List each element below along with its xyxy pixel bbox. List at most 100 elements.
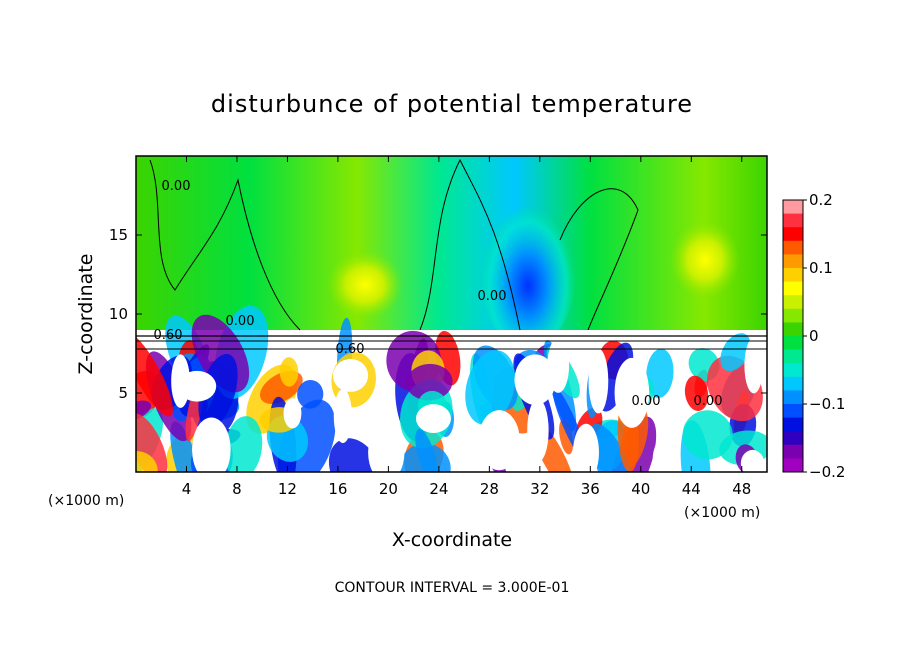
contour-label: 0.00: [478, 289, 507, 304]
colorbar-swatch: [783, 308, 803, 323]
colorbar-swatch: [783, 295, 803, 310]
negative-core: [480, 190, 576, 350]
neutral-pocket: [177, 370, 217, 402]
contour-lines: [136, 158, 767, 350]
neutral-pocket: [192, 417, 231, 472]
colorbar-swatch: [783, 376, 803, 391]
chart-title: disturbunce of potential temperature: [211, 90, 693, 118]
x-tick-label: 4: [182, 480, 192, 498]
colorbar-swatch: [783, 227, 803, 242]
colorbar-tick-label: −0.1: [809, 395, 845, 413]
colorbar: 0.2 0.1 0 −0.1 −0.2: [782, 191, 845, 481]
contour-label: 0.00: [632, 394, 661, 409]
contour-labels: 0.00 0.00 0.00 0.60 0.60 0.00 0.00: [154, 179, 723, 409]
colorbar-swatch: [783, 336, 803, 351]
heatmap-field: [136, 156, 767, 472]
neutral-pocket: [614, 357, 650, 428]
neutral-pocket: [415, 404, 451, 433]
x-unit-right: (×1000 m): [684, 505, 760, 521]
turbulent-blob: [465, 350, 516, 425]
colorbar-tick-label: 0.2: [809, 191, 833, 209]
colorbar-swatch: [783, 240, 803, 255]
y-axis: 5 10 15: [109, 226, 767, 402]
contour-label: 0.00: [226, 314, 255, 329]
x-tick-label: 44: [682, 480, 701, 498]
lower-turbulent-blobs: [136, 305, 767, 472]
x-tick-label: 32: [530, 480, 549, 498]
y-tick-label: 10: [109, 305, 128, 323]
colorbar-tick-label: −0.2: [809, 463, 845, 481]
neutral-pocket: [333, 388, 352, 444]
x-tick-label: 40: [631, 480, 650, 498]
turbulent-blob: [682, 410, 733, 460]
neutral-pocket: [332, 359, 369, 392]
positive-blob-right: [670, 220, 740, 300]
x-tick-label: 36: [581, 480, 600, 498]
contour-label: 0.60: [154, 328, 183, 343]
neutral-pocket: [514, 354, 556, 405]
neutral-pocket: [744, 337, 764, 394]
contour-label: 0.00: [162, 179, 191, 194]
contour-label: 0.60: [336, 342, 365, 357]
turbulent-blob: [297, 379, 324, 409]
colorbar-swatch: [783, 458, 803, 473]
colorbar-swatch: [783, 363, 803, 378]
colorbar-swatch: [783, 390, 803, 405]
colorbar-swatch: [783, 417, 803, 432]
colorbar-tick-label: 0: [809, 327, 819, 345]
contour-label: 0.00: [694, 394, 723, 409]
turbulent-blob: [328, 438, 381, 472]
x-tick-label: 28: [480, 480, 499, 498]
turbulent-blob: [198, 353, 238, 429]
turbulent-blob: [136, 451, 158, 472]
neutral-pocket: [740, 449, 765, 472]
turbulent-blob: [415, 429, 438, 472]
neutral-pocket: [652, 435, 680, 472]
turbulent-blob: [720, 333, 751, 372]
x-unit-left: (×1000 m): [48, 493, 124, 509]
x-tick-label: 24: [429, 480, 448, 498]
colorbar-swatch: [783, 281, 803, 296]
neutral-pocket: [368, 422, 405, 472]
colorbar-swatch: [783, 200, 803, 215]
x-tick-label: 12: [278, 480, 297, 498]
colorbar-swatch: [783, 444, 803, 459]
x-axis: 4 8 12 16 20 24 28 32 36 40 44 48: [182, 156, 751, 498]
contour-line: [419, 158, 521, 331]
neutral-pocket: [478, 410, 520, 471]
turbulent-blob: [279, 357, 299, 387]
turbulent-blob: [224, 416, 263, 472]
x-axis-label: X-coordinate: [392, 529, 512, 551]
neutral-pocket: [588, 348, 609, 414]
y-axis-label: Z-coordinate: [75, 254, 97, 375]
turbulent-blob: [170, 421, 203, 472]
contour-interval-note: CONTOUR INTERVAL = 3.000E-01: [335, 580, 570, 596]
neutral-pocket: [283, 398, 302, 429]
neutral-pocket: [547, 337, 570, 393]
turbulent-blob: [406, 363, 453, 401]
y-tick-label: 15: [109, 226, 128, 244]
colorbar-tick-label: 0.1: [809, 259, 833, 277]
colorbar-swatch: [783, 349, 803, 364]
colorbar-swatch: [783, 431, 803, 446]
y-tick-label: 5: [118, 384, 128, 402]
colorbar-swatch: [783, 268, 803, 283]
neutral-pocket: [573, 423, 600, 472]
positive-blob-left: [327, 250, 403, 320]
colorbar-swatch: [783, 322, 803, 337]
x-tick-label: 20: [379, 480, 398, 498]
neutral-pocket: [527, 398, 549, 463]
contour-line: [559, 188, 639, 331]
x-tick-label: 16: [328, 480, 347, 498]
colorbar-swatch: [783, 254, 803, 269]
turbulent-blob: [684, 375, 709, 411]
colorbar-swatch: [783, 213, 803, 228]
turbulent-blob: [136, 331, 173, 417]
colorbar-swatch: [783, 404, 803, 419]
contour-line: [149, 159, 301, 331]
x-tick-label: 48: [732, 480, 751, 498]
x-tick-label: 8: [232, 480, 242, 498]
turbulent-blob: [588, 423, 635, 472]
upper-field: [136, 156, 767, 336]
